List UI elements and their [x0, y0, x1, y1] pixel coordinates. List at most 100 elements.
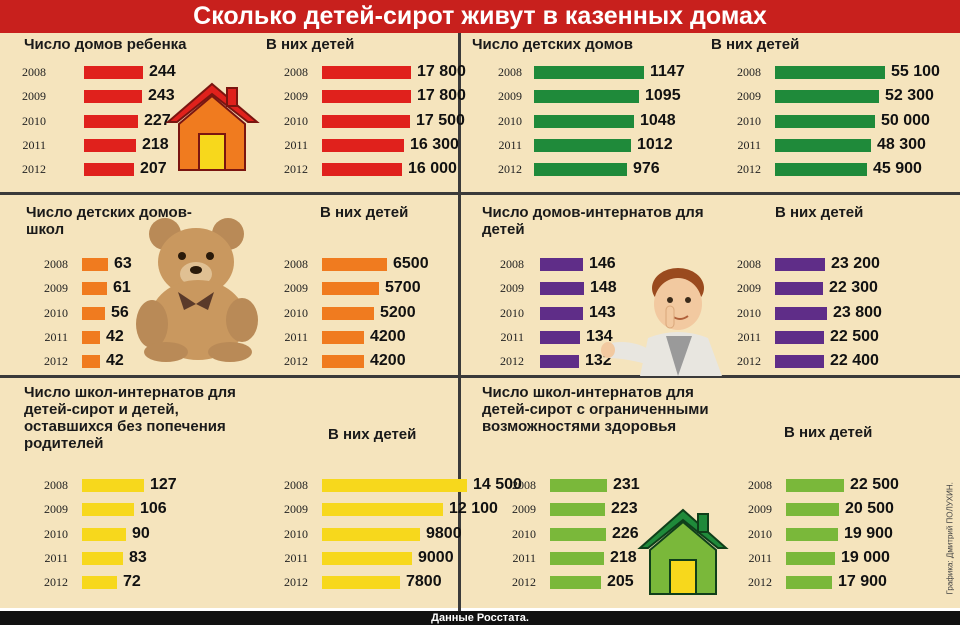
chart-boarding-homes: Число домов-интернатов для детей 2008 146 2…	[462, 200, 704, 375]
bar-row: 2010 227	[0, 112, 230, 129]
year-label: 2011	[284, 137, 308, 152]
value-label: 7800	[406, 573, 442, 591]
year-label: 2011	[22, 137, 46, 152]
value-label: 17 900	[838, 573, 887, 591]
value-label: 22 500	[850, 476, 899, 493]
bar-row: 2009 5700	[240, 279, 455, 296]
value-label: 976	[633, 160, 660, 178]
value-label: 207	[140, 160, 167, 178]
source-footer: Данные Росстата.	[0, 611, 960, 625]
value-label: 134	[586, 327, 613, 345]
chart-heading: В них детей	[266, 36, 355, 53]
data-bar	[322, 576, 400, 590]
bar-row: 2008 55 100	[685, 63, 955, 80]
bar-row: 2012 207	[0, 160, 230, 177]
data-bar	[322, 479, 467, 492]
year-label: 2012	[284, 354, 308, 369]
value-label: 52 300	[885, 87, 934, 105]
chart-heading: Число детских домов-школ	[26, 204, 192, 238]
year-label: 2009	[500, 281, 524, 296]
infographic-title: Сколько детей-сирот живут в казенных дом…	[0, 0, 960, 33]
value-label: 218	[610, 548, 637, 566]
value-label: 20 500	[845, 500, 894, 518]
bar-row: 2010 23 800	[715, 304, 935, 321]
year-label: 2012	[284, 575, 308, 590]
value-label: 226	[612, 524, 639, 542]
data-bar	[82, 479, 144, 492]
year-label: 2008	[22, 65, 46, 79]
data-bar	[540, 258, 583, 271]
value-label: 205	[607, 573, 634, 591]
year-label: 2010	[284, 526, 308, 541]
data-bar	[84, 138, 136, 152]
chart-heading: В них детей	[775, 204, 864, 221]
value-label: 143	[589, 303, 616, 321]
value-label: 23 800	[833, 303, 882, 321]
year-label: 2010	[498, 113, 522, 128]
year-label: 2012	[500, 354, 524, 369]
data-bar	[534, 66, 644, 79]
bar-row: 2008 22 500	[700, 476, 935, 493]
year-label: 2012	[737, 354, 761, 369]
value-label: 19 900	[844, 524, 893, 542]
year-label: 2011	[44, 550, 68, 565]
data-bar	[82, 576, 117, 590]
bar-row: 2011 9000	[240, 549, 455, 566]
year-label: 2009	[737, 89, 761, 104]
bar-row: 2008 23 200	[715, 255, 935, 272]
value-label: 146	[589, 255, 616, 272]
bar-row: 2011 83	[0, 549, 260, 566]
bar-row: 2010 226	[462, 525, 712, 542]
bar-row: 2010 90	[0, 525, 260, 542]
data-bar	[786, 503, 839, 517]
data-bar	[775, 66, 885, 79]
year-label: 2011	[500, 329, 524, 344]
year-label: 2012	[512, 575, 536, 590]
vertical-divider	[458, 33, 461, 611]
value-label: 17 800	[417, 87, 466, 105]
chart-boarding-schools-children: В них детей 2008 14 500 2009 12 100 2010 9800 2…	[240, 380, 522, 610]
value-label: 5700	[385, 279, 421, 297]
bar-row: 2008 231	[462, 476, 712, 493]
bar-row: 2011 1012	[452, 136, 692, 153]
data-bar	[322, 163, 402, 177]
boy-photo-icon	[601, 268, 722, 376]
data-bar	[550, 479, 607, 492]
year-label: 2009	[512, 502, 536, 517]
year-label: 2008	[284, 65, 308, 79]
value-label: 223	[611, 500, 638, 518]
data-bar	[534, 163, 627, 177]
value-label: 12 100	[449, 500, 498, 518]
year-label: 2010	[748, 526, 772, 541]
bar-row: 2011 48 300	[685, 136, 955, 153]
chart-childrens-homes: Число детских домов 2008 1147 2009 1095 2010 1…	[452, 36, 692, 192]
year-label: 2011	[284, 329, 308, 344]
value-label: 63	[114, 255, 132, 272]
bar-row: 2009 1095	[452, 87, 692, 104]
chart-heading: Число домов ребенка	[24, 36, 187, 53]
value-label: 14 500	[473, 476, 522, 493]
value-label: 1095	[645, 87, 681, 105]
year-label: 2010	[44, 305, 68, 320]
year-label: 2012	[737, 162, 761, 177]
year-label: 2012	[284, 162, 308, 177]
data-bar	[540, 330, 580, 344]
data-bar	[550, 551, 604, 565]
year-label: 2009	[284, 281, 308, 296]
value-label: 9800	[426, 524, 462, 542]
data-bar	[322, 330, 364, 344]
value-label: 244	[149, 63, 176, 80]
value-label: 45 900	[873, 160, 922, 178]
data-bar	[550, 527, 606, 541]
data-bar	[534, 114, 634, 128]
year-label: 2008	[512, 478, 536, 492]
bar-row: 2011 4200	[240, 328, 455, 345]
bar-row: 2009 12 100	[240, 500, 498, 517]
year-label: 2008	[737, 65, 761, 79]
bar-row: 2011 218	[0, 136, 230, 153]
bar-row: 2009 106	[0, 500, 260, 517]
bar-row: 2010 19 900	[700, 525, 935, 542]
chart-heading: Число детских домов	[472, 36, 633, 53]
data-bar	[775, 258, 825, 271]
value-label: 17 800	[417, 63, 466, 80]
